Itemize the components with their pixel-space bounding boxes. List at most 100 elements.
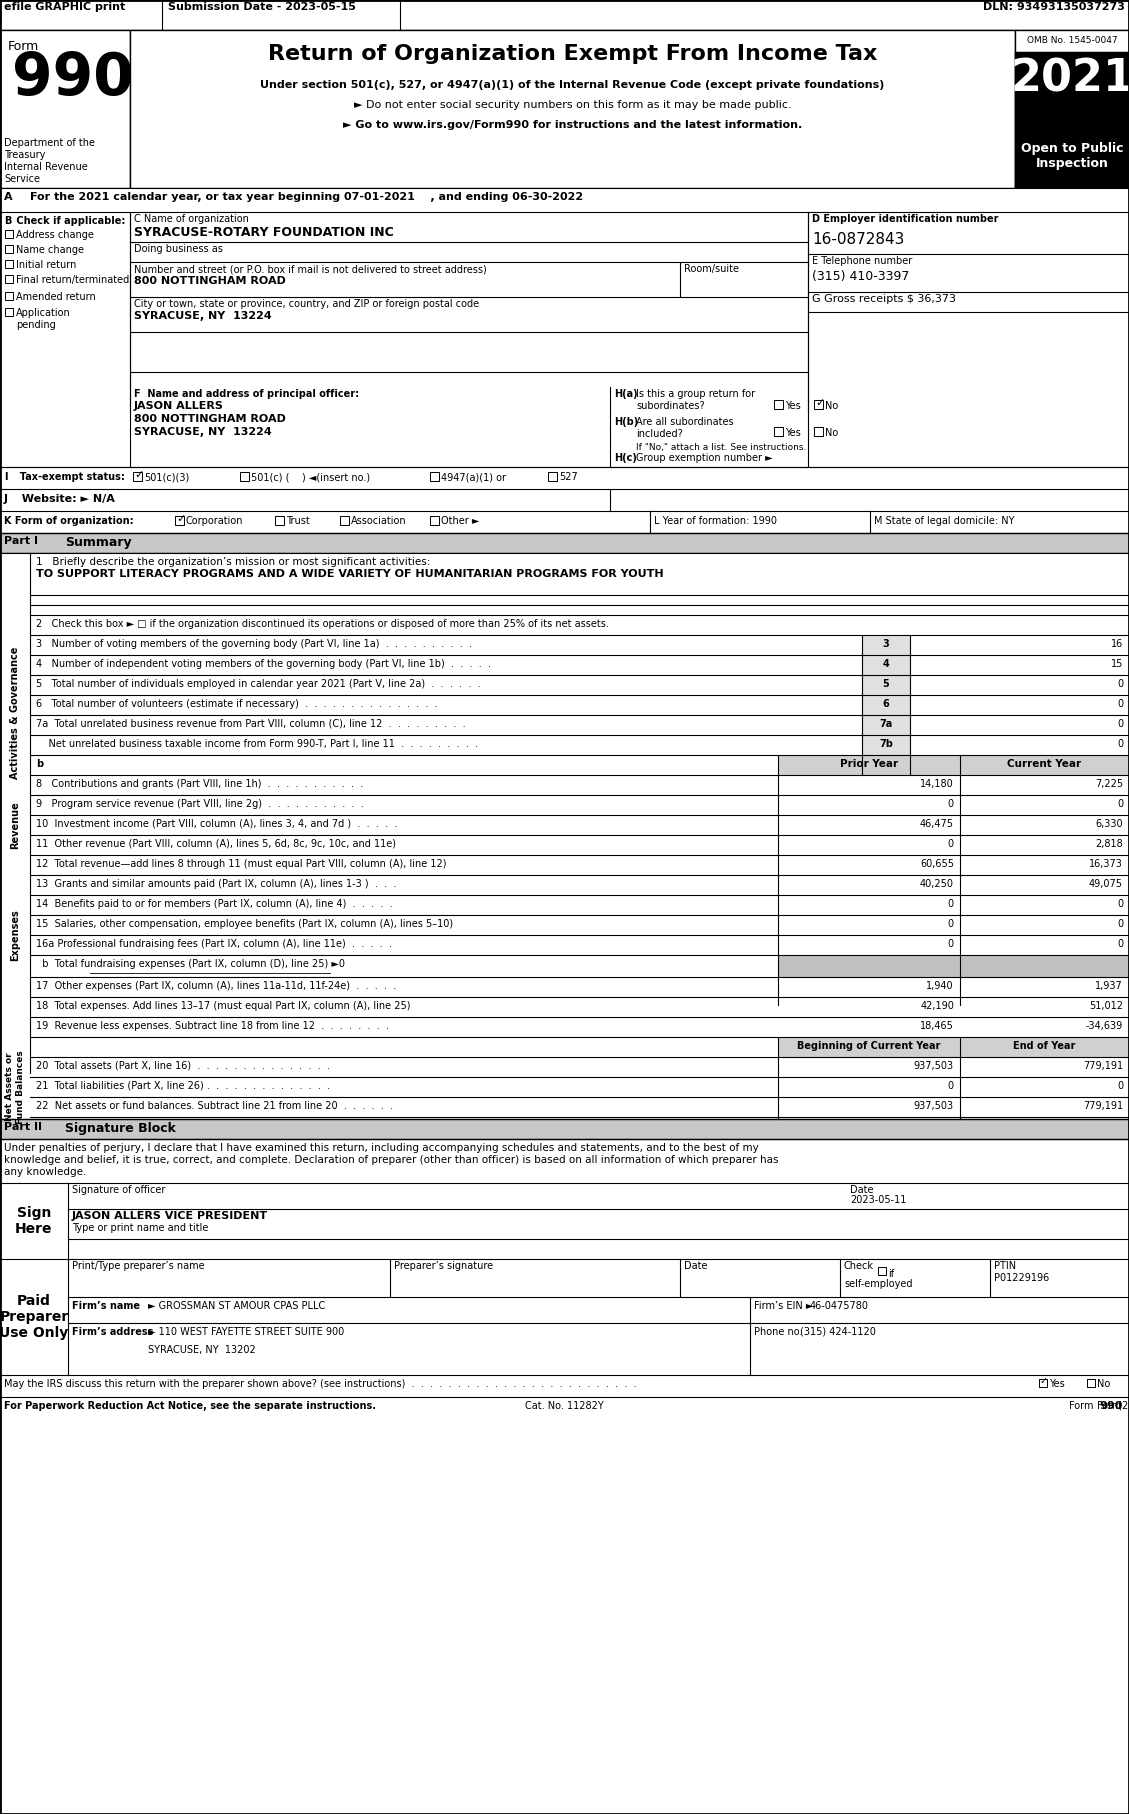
Text: 937,503: 937,503: [913, 1061, 954, 1070]
Text: 0: 0: [948, 798, 954, 809]
Bar: [0, 31, 130, 189]
Bar: [0, 533, 1129, 553]
Text: Firm’s EIN ►: Firm’s EIN ►: [754, 1301, 813, 1312]
Text: 1,940: 1,940: [927, 981, 954, 990]
Text: D Employer identification number: D Employer identification number: [812, 214, 998, 223]
Text: Form: Form: [8, 40, 40, 53]
Text: Amended return: Amended return: [16, 292, 96, 301]
Bar: [5, 230, 14, 238]
Text: Group exemption number ►: Group exemption number ►: [636, 454, 772, 463]
Text: 4: 4: [883, 658, 890, 669]
Text: 6   Total number of volunteers (estimate if necessary)  .  .  .  .  .  .  .  .  : 6 Total number of volunteers (estimate i…: [36, 698, 438, 709]
Text: Are all subordinates: Are all subordinates: [636, 417, 734, 426]
Text: Return of Organization Exempt From Income Tax: Return of Organization Exempt From Incom…: [268, 44, 877, 63]
Bar: [774, 401, 784, 408]
Text: 501(c) (    ) ◄(insert no.): 501(c) ( ) ◄(insert no.): [251, 472, 370, 483]
Text: ► Do not enter social security numbers on this form as it may be made public.: ► Do not enter social security numbers o…: [353, 100, 791, 111]
Text: ► Go to www.irs.gov/Form990 for instructions and the latest information.: ► Go to www.irs.gov/Form990 for instruct…: [343, 120, 802, 131]
Text: 22  Net assets or fund balances. Subtract line 21 from line 20  .  .  .  .  .  .: 22 Net assets or fund balances. Subtract…: [36, 1101, 393, 1110]
Text: 15: 15: [1111, 658, 1123, 669]
Text: Form: Form: [1097, 1400, 1124, 1411]
Bar: [130, 31, 1015, 189]
Text: Revenue: Revenue: [10, 802, 20, 849]
Text: 0: 0: [1117, 940, 1123, 949]
Text: 46,475: 46,475: [920, 818, 954, 829]
Text: Website: ► N/A: Website: ► N/A: [14, 493, 115, 504]
Text: ✓: ✓: [1040, 1377, 1048, 1386]
Bar: [778, 954, 960, 978]
Text: ✓: ✓: [134, 470, 143, 481]
Text: Corporation: Corporation: [186, 515, 244, 526]
Bar: [1087, 1379, 1095, 1388]
Text: Preparer’s signature: Preparer’s signature: [394, 1261, 493, 1272]
Text: Trust: Trust: [286, 515, 309, 526]
Bar: [0, 466, 1129, 490]
Text: 17  Other expenses (Part IX, column (A), lines 11a-11d, 11f-24e)  .  .  .  .  .: 17 Other expenses (Part IX, column (A), …: [36, 981, 396, 990]
Text: SYRACUSE-ROTARY FOUNDATION INC: SYRACUSE-ROTARY FOUNDATION INC: [134, 227, 394, 239]
Text: 15  Salaries, other compensation, employee benefits (Part IX, column (A), lines : 15 Salaries, other compensation, employe…: [36, 920, 453, 929]
Text: May the IRS discuss this return with the preparer shown above? (see instructions: May the IRS discuss this return with the…: [5, 1379, 637, 1390]
Text: (315) 410-3397: (315) 410-3397: [812, 270, 909, 283]
Text: J: J: [5, 493, 8, 504]
Text: A: A: [5, 192, 12, 201]
Text: SYRACUSE, NY  13224: SYRACUSE, NY 13224: [134, 310, 272, 321]
Text: knowledge and belief, it is true, correct, and complete. Declaration of preparer: knowledge and belief, it is true, correc…: [5, 1156, 779, 1165]
Text: No: No: [825, 428, 838, 437]
Text: PTIN: PTIN: [994, 1261, 1016, 1272]
Text: Is this a group return for: Is this a group return for: [636, 388, 755, 399]
Text: 14  Benefits paid to or for members (Part IX, column (A), line 4)  .  .  .  .  .: 14 Benefits paid to or for members (Part…: [36, 900, 393, 909]
Text: 779,191: 779,191: [1083, 1061, 1123, 1070]
Text: Cat. No. 11282Y: Cat. No. 11282Y: [525, 1400, 604, 1411]
Bar: [5, 245, 14, 252]
Text: ► 110 WEST FAYETTE STREET SUITE 900: ► 110 WEST FAYETTE STREET SUITE 900: [148, 1328, 344, 1337]
Text: 6: 6: [883, 698, 890, 709]
Bar: [814, 426, 823, 435]
Text: B: B: [5, 216, 11, 227]
Text: No: No: [1097, 1379, 1110, 1390]
Bar: [0, 553, 30, 1074]
Bar: [960, 954, 1129, 978]
Text: SYRACUSE, NY  13202: SYRACUSE, NY 13202: [148, 1344, 256, 1355]
Text: 3   Number of voting members of the governing body (Part VI, line 1a)  .  .  .  : 3 Number of voting members of the govern…: [36, 639, 472, 649]
Text: TO SUPPORT LITERACY PROGRAMS AND A WIDE VARIETY OF HUMANITARIAN PROGRAMS FOR YOU: TO SUPPORT LITERACY PROGRAMS AND A WIDE …: [36, 570, 664, 579]
Text: Form: Form: [1069, 1400, 1096, 1411]
Text: H(a): H(a): [614, 388, 638, 399]
Text: 4   Number of independent voting members of the governing body (Part VI, line 1b: 4 Number of independent voting members o…: [36, 658, 491, 669]
Bar: [30, 553, 1129, 595]
Text: 42,190: 42,190: [920, 1001, 954, 1010]
Text: 4947(a)(1) or: 4947(a)(1) or: [441, 472, 506, 483]
Text: Signature Block: Signature Block: [65, 1123, 176, 1136]
Text: Name change: Name change: [16, 245, 84, 256]
Text: Paid
Preparer
Use Only: Paid Preparer Use Only: [0, 1293, 69, 1341]
Bar: [863, 655, 910, 675]
Text: Part II: Part II: [5, 1123, 42, 1132]
Text: 14,180: 14,180: [920, 778, 954, 789]
Bar: [863, 675, 910, 695]
Bar: [863, 715, 910, 735]
Bar: [0, 1119, 1129, 1139]
Text: Sign
Here: Sign Here: [16, 1206, 53, 1235]
Bar: [5, 276, 14, 283]
Text: Prior Year: Prior Year: [840, 758, 898, 769]
Text: JASON ALLERS: JASON ALLERS: [134, 401, 224, 412]
Text: Firm’s name: Firm’s name: [72, 1301, 140, 1312]
Text: Type or print name and title: Type or print name and title: [72, 1223, 209, 1234]
Text: 0: 0: [1117, 798, 1123, 809]
Text: 937,503: 937,503: [913, 1101, 954, 1110]
Text: 18  Total expenses. Add lines 13–17 (must equal Part IX, column (A), line 25): 18 Total expenses. Add lines 13–17 (must…: [36, 1001, 411, 1010]
Text: 2,818: 2,818: [1095, 840, 1123, 849]
Text: 9   Program service revenue (Part VIII, line 2g)  .  .  .  .  .  .  .  .  .  .  : 9 Program service revenue (Part VIII, li…: [36, 798, 364, 809]
Text: subordinates?: subordinates?: [636, 401, 704, 412]
Bar: [5, 308, 14, 316]
Text: 0: 0: [1117, 718, 1123, 729]
Text: Print/Type preparer’s name: Print/Type preparer’s name: [72, 1261, 204, 1272]
Text: (315) 424-1120: (315) 424-1120: [800, 1328, 876, 1337]
Text: 5   Total number of individuals employed in calendar year 2021 (Part V, line 2a): 5 Total number of individuals employed i…: [36, 678, 481, 689]
Text: L Year of formation: 1990: L Year of formation: 1990: [654, 515, 777, 526]
Text: City or town, state or province, country, and ZIP or foreign postal code: City or town, state or province, country…: [134, 299, 479, 308]
Text: efile GRAPHIC print: efile GRAPHIC print: [5, 2, 125, 13]
Text: If "No," attach a list. See instructions.: If "No," attach a list. See instructions…: [636, 443, 806, 452]
Bar: [863, 635, 910, 655]
Text: 0: 0: [1117, 920, 1123, 929]
Text: 16: 16: [1111, 639, 1123, 649]
